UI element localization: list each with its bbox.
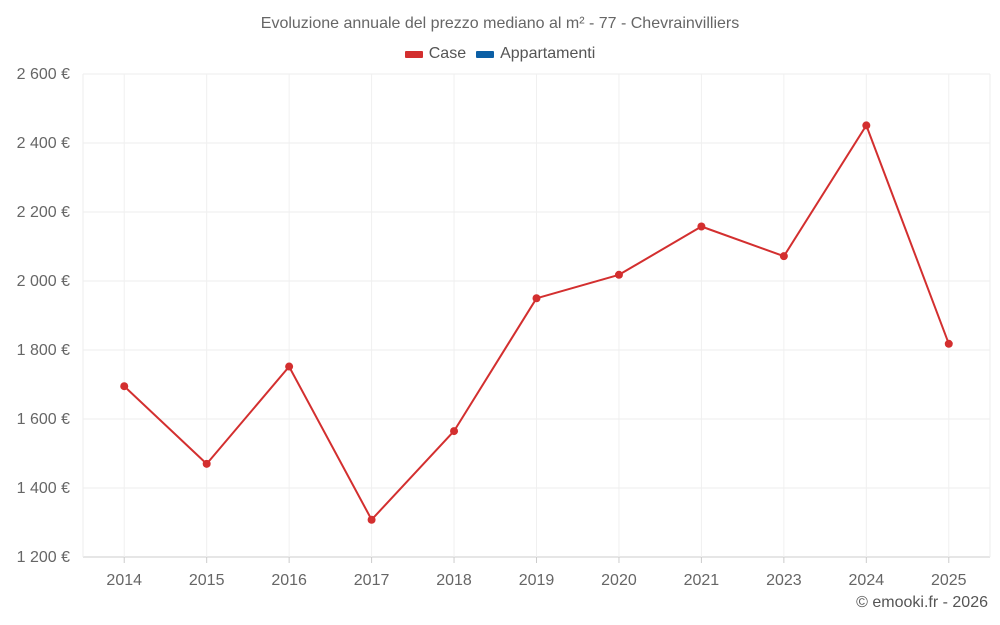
data-point: [697, 222, 706, 231]
x-tick-label: 2014: [106, 572, 142, 589]
data-point: [779, 252, 788, 261]
credit-text: © emooki.fr - 2026: [856, 594, 988, 611]
y-tick-label: 1 800 €: [17, 342, 70, 359]
y-tick-label: 1 400 €: [17, 480, 70, 497]
legend-item-appartamenti[interactable]: Appartamenti: [476, 45, 595, 63]
y-tick-label: 1 600 €: [17, 411, 70, 428]
data-point: [614, 270, 623, 279]
y-tick-label: 2 400 €: [17, 135, 70, 152]
y-tick-label: 2 200 €: [17, 204, 70, 221]
x-tick-label: 2017: [354, 572, 390, 589]
x-tick-label: 2019: [519, 572, 555, 589]
data-point: [450, 427, 459, 436]
legend-item-case[interactable]: Case: [404, 45, 467, 63]
x-tick-label: 2018: [436, 572, 472, 589]
legend-label-appartamenti: Appartamenti: [500, 45, 596, 62]
data-point: [862, 121, 871, 130]
x-tick-label: 2025: [931, 572, 967, 589]
x-tick-label: 2020: [601, 572, 637, 589]
x-tick-label: 2015: [189, 572, 225, 589]
legend-swatch-appartamenti: [476, 50, 495, 58]
data-point: [367, 515, 376, 524]
x-tick-label: 2023: [766, 572, 802, 589]
chart-title: Evoluzione annuale del prezzo mediano al…: [260, 15, 740, 32]
y-tick-label: 2 000 €: [17, 273, 70, 290]
data-point: [944, 339, 953, 348]
legend-label-case: Case: [428, 45, 467, 62]
data-point: [532, 294, 541, 303]
x-tick-label: 2024: [849, 572, 885, 589]
data-point: [285, 362, 294, 371]
legend-swatch-case: [404, 50, 423, 58]
data-point: [120, 382, 129, 391]
y-tick-label: 2 600 €: [17, 66, 70, 83]
x-tick-label: 2016: [271, 572, 307, 589]
chart-legend: Case Appartamenti: [0, 45, 1000, 63]
x-tick-label: 2021: [684, 572, 720, 589]
y-tick-label: 1 200 €: [17, 549, 70, 566]
data-point: [202, 459, 211, 468]
